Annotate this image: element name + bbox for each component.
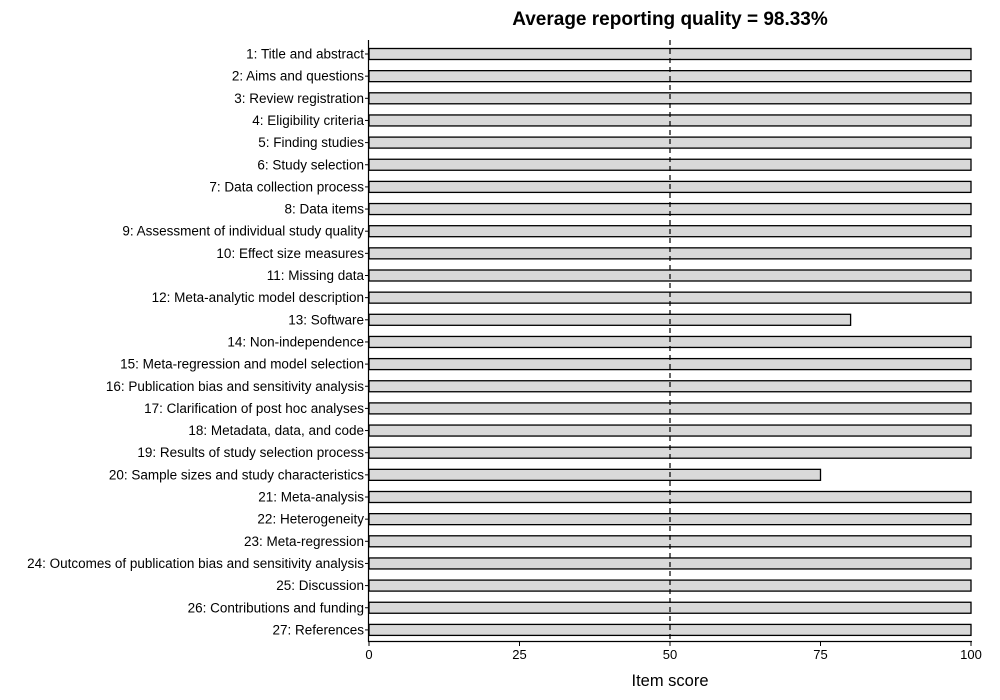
- y-axis-labels: 1: Title and abstract 2: Aims and questio…: [27, 47, 369, 637]
- x-tick-label: 75: [813, 647, 827, 662]
- y-tick-label: 13: Software: [288, 312, 364, 327]
- y-tick-label: 14: Non-independence: [227, 334, 364, 349]
- y-tick-label: 4: Eligibility criteria: [252, 113, 364, 128]
- y-tick-label: 9: Assessment of individual study qualit…: [122, 224, 364, 239]
- y-tick-label: 26: Contributions and funding: [188, 600, 364, 615]
- x-tick-label: 50: [663, 647, 677, 662]
- y-tick-label: 6: Study selection: [257, 157, 364, 172]
- y-tick-label: 10: Effect size measures: [216, 246, 364, 261]
- y-tick-label: 17: Clarification of post hoc analyses: [144, 401, 364, 416]
- y-tick-label: 2: Aims and questions: [232, 69, 364, 84]
- y-tick-label: 7: Data collection process: [209, 179, 364, 194]
- y-tick-label: 12: Meta-analytic model description: [152, 290, 364, 305]
- y-tick-label: 3: Review registration: [234, 91, 364, 106]
- x-tick-label: 25: [512, 647, 526, 662]
- y-tick-label: 1: Title and abstract: [246, 47, 364, 62]
- y-tick-label: 20: Sample sizes and study characteristi…: [109, 467, 364, 482]
- y-tick-label: 16: Publication bias and sensitivity ana…: [106, 379, 364, 394]
- y-tick-label: 19: Results of study selection process: [137, 445, 364, 460]
- x-tick-label: 0: [365, 647, 372, 662]
- y-tick-label: 11: Missing data: [267, 268, 365, 283]
- x-axis-title: Item score: [631, 672, 708, 690]
- y-tick-label: 5: Finding studies: [258, 135, 364, 150]
- y-tick-label: 22: Heterogeneity: [257, 512, 364, 527]
- bar-item-13: [368, 313, 852, 326]
- y-tick-label: 25: Discussion: [276, 578, 364, 593]
- y-tick-label: 27: References: [272, 622, 364, 637]
- y-tick-label: 8: Data items: [284, 202, 364, 217]
- y-tick-label: 23: Meta-regression: [244, 534, 364, 549]
- y-tick-label: 18: Metadata, data, and code: [188, 423, 364, 438]
- x-axis-ticks: 0 25 50 75 100: [365, 642, 982, 662]
- y-tick-label: 24: Outcomes of publication bias and sen…: [27, 556, 364, 571]
- x-tick-label: 100: [960, 647, 982, 662]
- y-tick-label: 21: Meta-analysis: [258, 490, 364, 505]
- bar-item-20: [368, 468, 822, 482]
- y-tick-label: 15: Meta-regression and model selection: [120, 357, 364, 372]
- chart-title: Average reporting quality = 98.33%: [512, 9, 828, 30]
